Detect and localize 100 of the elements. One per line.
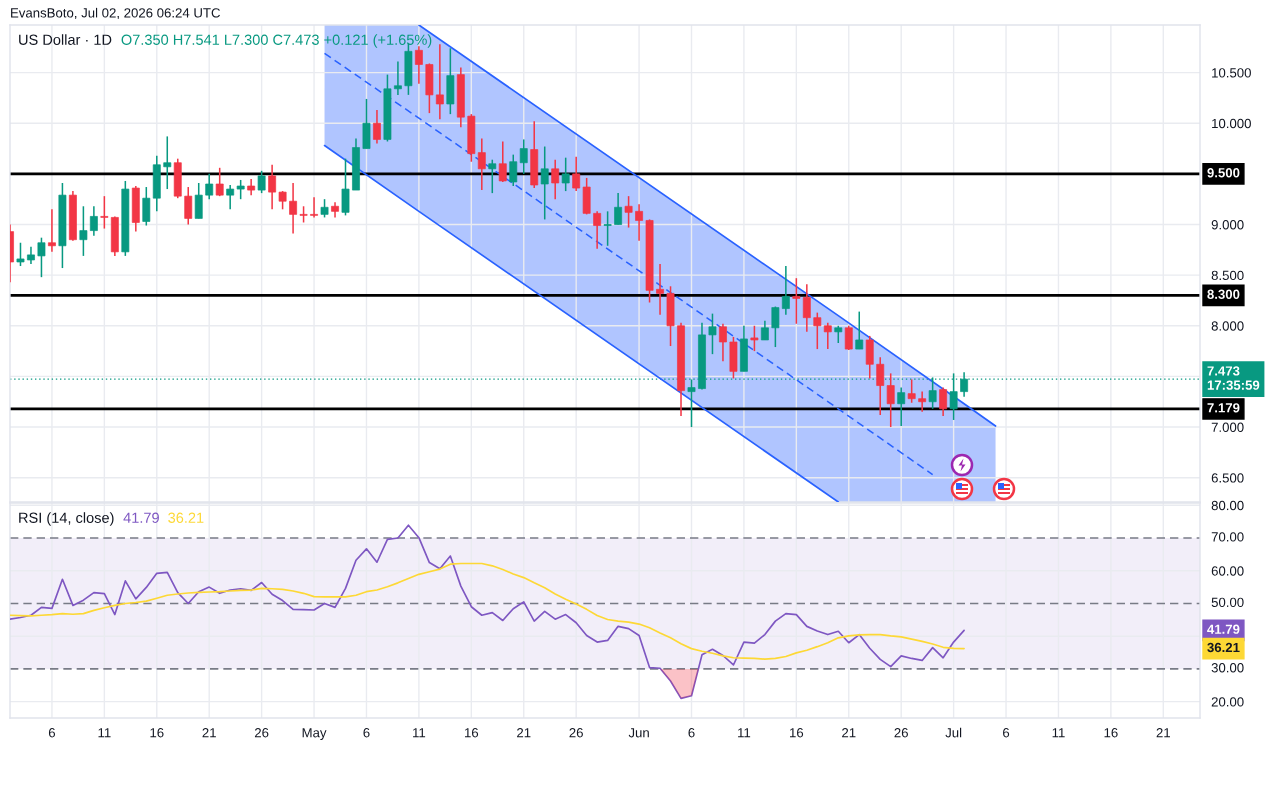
x-tick-label: 6	[363, 728, 370, 738]
candlestick	[844, 325, 853, 351]
candlestick	[855, 310, 864, 350]
candlestick	[289, 182, 297, 235]
ref-line-label: 7.179	[1207, 403, 1240, 413]
candlestick	[278, 190, 287, 211]
candlestick	[477, 137, 486, 191]
x-tick-label: 6	[688, 728, 695, 738]
y-tick-label: 6.500	[1211, 473, 1244, 483]
candlestick	[205, 173, 214, 200]
candlestick	[89, 205, 98, 237]
candlestick	[551, 158, 560, 200]
candlestick	[760, 319, 769, 341]
y-tick-label: 10.500	[1212, 68, 1251, 78]
x-tick-label: 11	[98, 728, 111, 738]
x-tick-label: 21	[202, 728, 216, 738]
candlestick	[142, 186, 151, 227]
x-tick-label: 26	[569, 728, 583, 738]
candlestick	[540, 145, 549, 221]
x-tick-label: 16	[150, 728, 164, 738]
x-tick-label: 16	[790, 728, 804, 738]
x-tick-label: 6	[48, 728, 56, 738]
candlestick	[886, 372, 895, 428]
text: EvansBoto, Jul 02, 2026 06:24 UTC	[11, 7, 220, 20]
candlestick	[16, 241, 25, 267]
candlestick	[561, 156, 570, 192]
candlestick	[656, 263, 664, 316]
y-tick-label: 8.000	[1211, 321, 1244, 331]
candlestick	[498, 140, 507, 183]
text: 41.79	[1207, 624, 1240, 634]
candlestick	[373, 109, 381, 145]
candlestick	[100, 195, 109, 230]
candlestick	[226, 184, 235, 211]
annotation: 36.21	[168, 512, 204, 523]
candlestick	[257, 170, 266, 194]
candlestick	[907, 378, 916, 404]
candlestick	[310, 196, 318, 219]
y-tick-label: 10.000	[1212, 118, 1251, 129]
x-tick-label: May	[302, 728, 327, 741]
candlestick	[813, 311, 822, 350]
candlestick	[320, 198, 329, 219]
line-series	[10, 562, 965, 660]
candlestick	[215, 167, 224, 197]
x-tick-label: Jun	[628, 728, 649, 738]
candlestick	[897, 386, 906, 427]
candlestick	[509, 153, 518, 187]
ref-line-label: 8.300	[1207, 289, 1240, 299]
candlestick	[802, 283, 811, 333]
candlestick	[394, 60, 402, 96]
candlestick	[823, 321, 832, 350]
ref-line-label: 30.00	[1211, 663, 1244, 673]
x-tick-label: 11	[1052, 728, 1065, 738]
text: 36.21	[1207, 642, 1240, 653]
candlestick	[572, 155, 581, 192]
ref-line-label: 7.473 17:35:59	[1207, 366, 1260, 390]
x-tick-label: 6	[1003, 728, 1010, 738]
y-tick-label: 80.00	[1211, 500, 1244, 511]
candlestick	[341, 157, 350, 217]
candlestick	[876, 356, 885, 416]
candlestick	[37, 236, 46, 278]
candlestick	[268, 163, 277, 211]
candlestick	[614, 192, 623, 226]
y-tick-label: 9.000	[1211, 220, 1244, 230]
candlestick	[624, 195, 633, 229]
candlestick	[79, 205, 88, 257]
candlestick	[519, 138, 528, 175]
x-tick-label: 26	[894, 728, 908, 738]
text: O7.350 H7.541 L7.300 C7.473 +0.121 (+1.65%)	[121, 34, 432, 48]
y-tick-label: 20.00	[1211, 697, 1244, 707]
candlestick	[488, 158, 497, 194]
x-tick-label: Jul	[945, 727, 962, 738]
annotation: 41.79	[123, 512, 159, 523]
candlestick	[635, 203, 643, 242]
x-tick-label: 16	[464, 728, 479, 738]
ref-line-label: 9.500	[1207, 168, 1240, 178]
candlestick	[939, 386, 948, 417]
x-tick-label: 21	[517, 728, 531, 738]
candlestick	[750, 325, 759, 352]
candlestick	[435, 43, 444, 120]
candlestick	[781, 265, 790, 316]
x-tick-label: 11	[413, 728, 426, 738]
candlestick	[163, 135, 172, 190]
candlestick	[603, 210, 612, 247]
ref-line-label: 50.00	[1211, 597, 1244, 608]
candlestick	[708, 312, 717, 355]
ref-line-label: 70.00	[1211, 532, 1244, 542]
y-tick-label: 7.000	[1211, 422, 1244, 432]
x-tick-label: 21	[1156, 728, 1170, 738]
candlestick	[593, 210, 602, 250]
y-tick-label: 8.500	[1211, 270, 1244, 281]
candlestick	[771, 305, 780, 348]
text: RSI (14, close)	[19, 512, 114, 526]
chart-title: US Dollar · 1D	[19, 34, 112, 45]
candlestick	[48, 208, 56, 253]
line-series	[323, 52, 934, 476]
candlestick	[194, 182, 203, 220]
y-tick-label: 60.00	[1211, 566, 1244, 576]
x-tick-label: 26	[254, 728, 269, 738]
candlestick	[719, 322, 727, 362]
candlestick	[184, 186, 193, 226]
